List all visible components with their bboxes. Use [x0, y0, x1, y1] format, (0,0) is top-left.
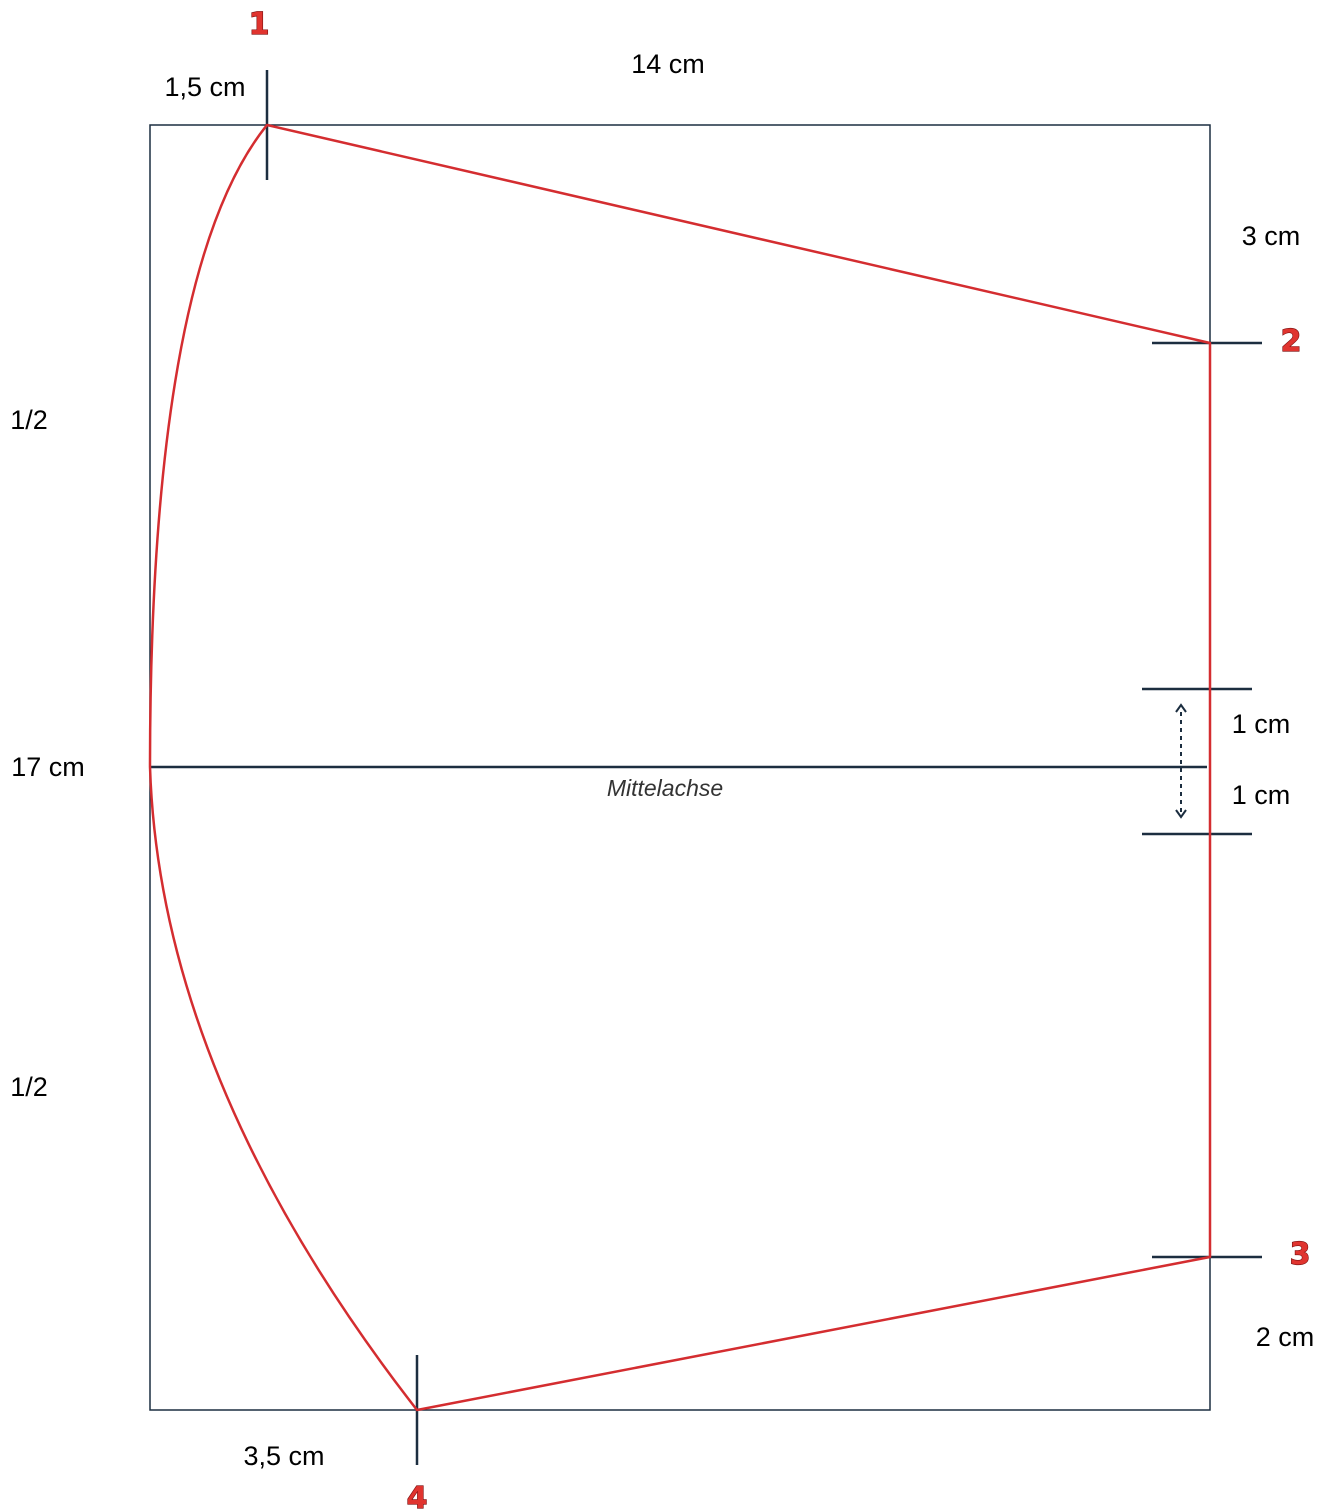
label-gap-lower: 1 cm — [1232, 780, 1291, 810]
point-number-3: 3 — [1290, 1237, 1311, 1272]
label-half-lower: 1/2 — [10, 1072, 48, 1102]
label-offset-right-bottom: 2 cm — [1256, 1322, 1315, 1352]
point-number-1: 1 — [249, 7, 270, 42]
label-center-axis: Mittelachse — [607, 775, 723, 801]
point-number-4: 4 — [407, 1481, 428, 1510]
label-gap-upper: 1 cm — [1232, 709, 1291, 739]
pattern-outline — [148, 123, 1212, 1412]
label-half-upper: 1/2 — [10, 405, 48, 435]
label-offset-top-left: 1,5 cm — [164, 72, 245, 102]
label-offset-right-top: 3 cm — [1242, 221, 1301, 251]
label-height-left: 17 cm — [11, 752, 85, 782]
dotted-double-arrow — [1175, 703, 1187, 819]
label-width-top: 14 cm — [631, 49, 705, 79]
label-offset-bottom-left: 3,5 cm — [243, 1441, 324, 1471]
point-number-2: 2 — [1281, 324, 1302, 359]
